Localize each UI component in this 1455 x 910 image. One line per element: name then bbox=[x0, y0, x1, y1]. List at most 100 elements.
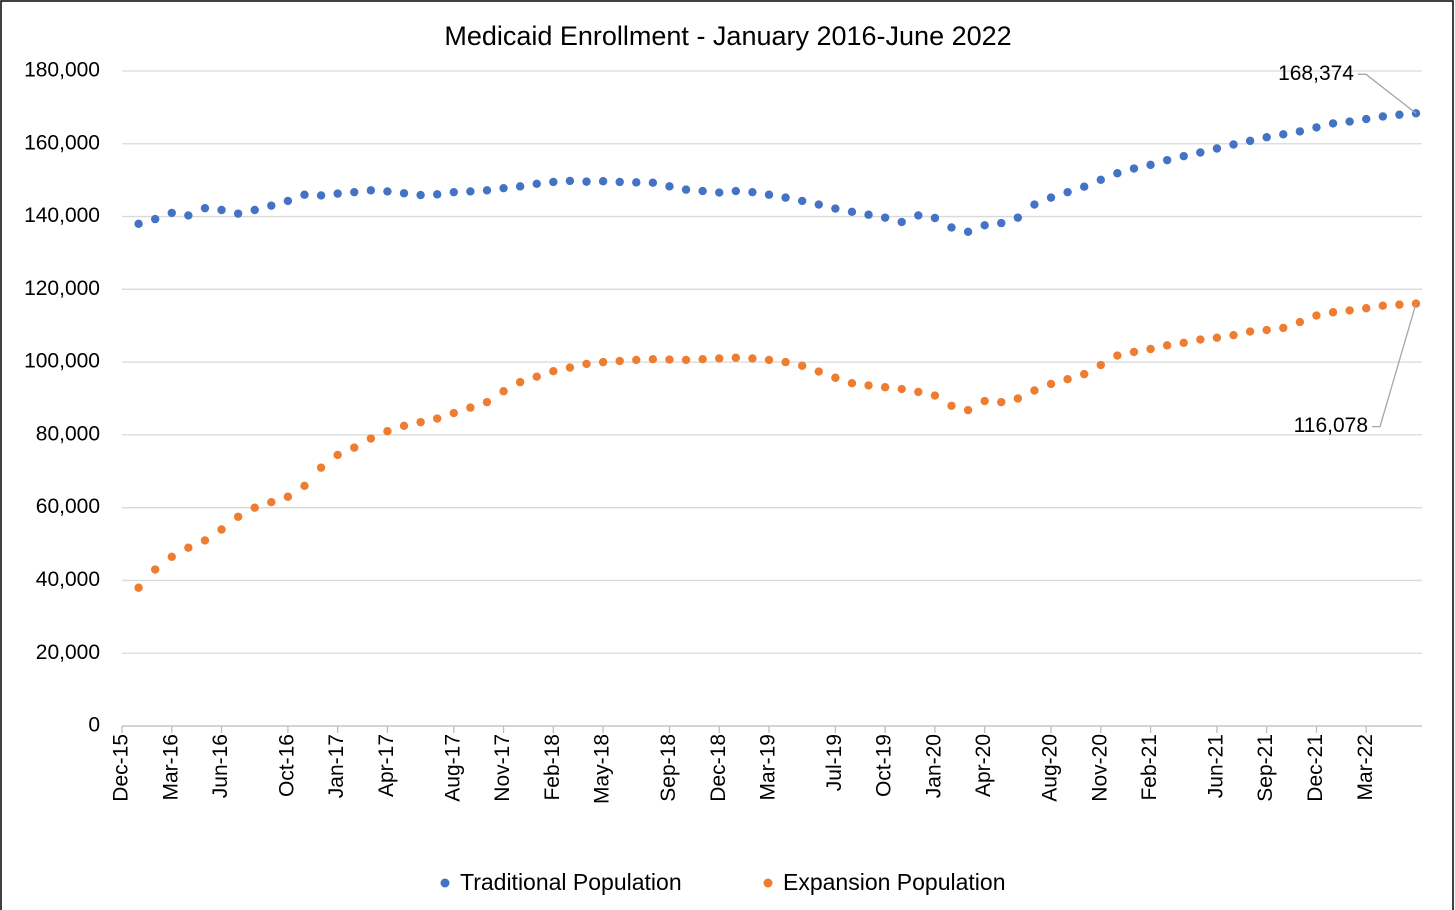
data-point bbox=[1063, 187, 1072, 197]
data-point bbox=[632, 178, 641, 187]
data-point bbox=[283, 492, 293, 501]
x-tick-label: Oct-16 bbox=[275, 734, 298, 797]
data-point bbox=[930, 391, 940, 400]
data-point bbox=[267, 498, 276, 507]
y-tick-label: 20,000 bbox=[36, 641, 100, 664]
data-point bbox=[499, 183, 508, 193]
data-point bbox=[1345, 306, 1354, 315]
data-point bbox=[1345, 117, 1354, 126]
x-tick-label: Jul-19 bbox=[823, 734, 846, 791]
x-tick-label: Jun-16 bbox=[209, 734, 232, 798]
y-tick-label: 80,000 bbox=[36, 422, 100, 445]
data-point bbox=[1245, 136, 1255, 146]
x-tick-label: Mar-19 bbox=[757, 734, 780, 801]
data-point bbox=[831, 204, 840, 213]
data-point bbox=[1279, 323, 1288, 333]
data-point bbox=[648, 178, 658, 187]
legend-label: Traditional Population bbox=[460, 869, 682, 895]
y-tick-label: 40,000 bbox=[36, 568, 100, 591]
data-point bbox=[1196, 148, 1205, 157]
data-point bbox=[1046, 193, 1056, 202]
x-tick-label: Nov-20 bbox=[1088, 734, 1111, 802]
data-point bbox=[466, 403, 475, 412]
data-point bbox=[615, 356, 624, 366]
data-point bbox=[366, 186, 376, 195]
data-point bbox=[515, 377, 525, 387]
x-tick-label: Aug-17 bbox=[441, 734, 464, 802]
x-tick-label: Feb-21 bbox=[1138, 734, 1161, 801]
data-point bbox=[897, 384, 906, 394]
data-point bbox=[1146, 344, 1155, 354]
y-tick-label: 180,000 bbox=[24, 59, 100, 82]
data-point bbox=[764, 190, 774, 199]
y-tick-label: 120,000 bbox=[24, 277, 100, 300]
data-point bbox=[1295, 317, 1305, 327]
data-point bbox=[963, 227, 973, 237]
data-point bbox=[781, 193, 790, 202]
data-point bbox=[748, 187, 757, 197]
data-label: 116,078 bbox=[1294, 414, 1368, 437]
data-point bbox=[449, 408, 458, 418]
data-point bbox=[1179, 151, 1188, 161]
data-point bbox=[814, 200, 823, 209]
data-point bbox=[1080, 182, 1089, 191]
data-point bbox=[681, 185, 691, 194]
leader-line bbox=[1372, 303, 1417, 428]
data-point bbox=[1328, 119, 1338, 128]
data-point bbox=[1262, 133, 1271, 142]
data-point bbox=[1312, 123, 1321, 132]
data-point bbox=[1328, 308, 1338, 317]
x-tick-label: Oct-19 bbox=[873, 734, 896, 797]
data-point bbox=[1179, 338, 1188, 348]
data-point bbox=[1245, 327, 1255, 336]
x-tick-label: Dec-15 bbox=[110, 734, 133, 802]
data-point bbox=[947, 401, 956, 410]
data-point bbox=[1146, 160, 1155, 170]
data-point bbox=[947, 223, 956, 232]
data-point bbox=[980, 221, 989, 230]
data-point bbox=[632, 355, 641, 365]
data-point bbox=[698, 186, 707, 196]
data-point bbox=[864, 381, 873, 390]
data-point bbox=[466, 187, 475, 196]
data-point bbox=[930, 213, 940, 223]
data-point bbox=[1262, 325, 1271, 335]
data-point bbox=[333, 450, 342, 460]
data-point bbox=[433, 414, 442, 423]
data-point bbox=[963, 405, 973, 415]
data-point bbox=[150, 214, 160, 224]
data-point bbox=[797, 361, 807, 370]
data-point bbox=[184, 211, 193, 220]
data-point bbox=[831, 373, 840, 382]
x-tick-label: Jan-17 bbox=[325, 734, 348, 798]
data-point bbox=[1030, 386, 1039, 395]
data-point bbox=[316, 463, 326, 472]
data-point bbox=[748, 354, 757, 363]
data-point bbox=[665, 182, 674, 191]
data-point bbox=[482, 397, 492, 407]
data-point bbox=[366, 434, 376, 443]
data-point bbox=[333, 189, 342, 198]
data-point bbox=[250, 205, 259, 215]
data-point bbox=[1312, 311, 1321, 320]
data-point bbox=[167, 208, 176, 218]
data-point bbox=[416, 190, 425, 200]
data-point bbox=[565, 363, 575, 372]
data-point bbox=[1046, 379, 1056, 389]
data-point bbox=[250, 503, 259, 512]
data-point bbox=[1196, 335, 1205, 344]
x-tick-label: Mar-22 bbox=[1354, 734, 1377, 801]
legend-marker bbox=[440, 878, 450, 888]
data-point bbox=[665, 355, 674, 364]
data-point bbox=[167, 552, 176, 561]
data-point bbox=[233, 512, 243, 521]
data-point bbox=[1030, 200, 1039, 209]
data-point bbox=[847, 379, 857, 388]
data-point bbox=[350, 187, 359, 197]
data-point bbox=[715, 188, 724, 197]
y-tick-label: 100,000 bbox=[24, 350, 100, 373]
data-point bbox=[1013, 394, 1023, 403]
data-point bbox=[300, 190, 309, 199]
